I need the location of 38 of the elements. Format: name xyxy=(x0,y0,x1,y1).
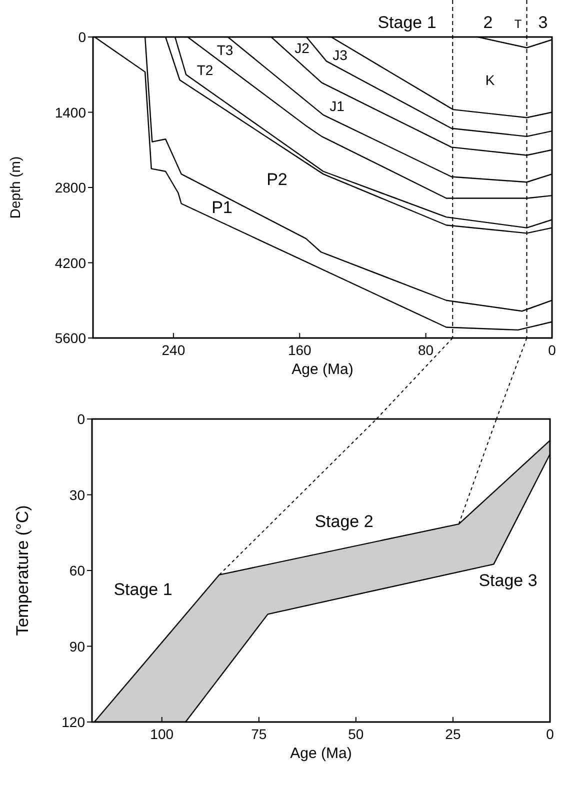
annotation: T2 xyxy=(196,62,214,78)
x-tick-label: 80 xyxy=(418,342,434,358)
text: T xyxy=(514,17,522,31)
x-axis-title: Age (Ma) xyxy=(290,745,352,762)
y-tick-label: 90 xyxy=(69,638,86,654)
x-tick-label: 0 xyxy=(546,726,554,742)
x-tick-label: 25 xyxy=(445,726,461,742)
y-tick-label: 5600 xyxy=(54,330,86,346)
x-tick-label: 0 xyxy=(548,342,556,358)
x-tick-label: 75 xyxy=(251,726,267,742)
y-axis-title: Depth (m) xyxy=(7,156,23,219)
x-tick-label: 160 xyxy=(288,342,312,358)
y-tick-label: 60 xyxy=(69,562,86,578)
y-tick-label: 0 xyxy=(77,411,86,427)
annotation: P1 xyxy=(212,198,232,217)
y-tick-label: 120 xyxy=(62,714,86,730)
annotation: Stage 1 xyxy=(114,580,172,599)
y-tick-label: 0 xyxy=(78,29,86,45)
text: Stage 1 xyxy=(378,13,436,32)
annotation: J3 xyxy=(332,47,348,63)
y-tick-label: 2800 xyxy=(54,180,86,196)
y-tick-label: 30 xyxy=(69,486,86,503)
y-tick-label: 4200 xyxy=(54,254,86,271)
annotation: T3 xyxy=(216,42,234,58)
text: 3 xyxy=(538,13,548,32)
annotation: J2 xyxy=(294,40,310,56)
annotation: J1 xyxy=(330,98,345,114)
annotation: K xyxy=(485,72,496,88)
x-tick-label: 240 xyxy=(162,342,186,358)
y-tick-label: 1400 xyxy=(54,104,86,120)
x-tick-label: 50 xyxy=(348,726,364,742)
annotation: Stage 2 xyxy=(314,512,374,531)
annotation: Stage 3 xyxy=(478,571,538,590)
annotation: P2 xyxy=(266,170,288,189)
text: 2 xyxy=(483,13,493,32)
x-tick-label: 100 xyxy=(150,726,174,742)
y-axis-title: Temperature (°C) xyxy=(13,505,32,636)
x-axis-title: Age (Ma) xyxy=(292,361,354,378)
